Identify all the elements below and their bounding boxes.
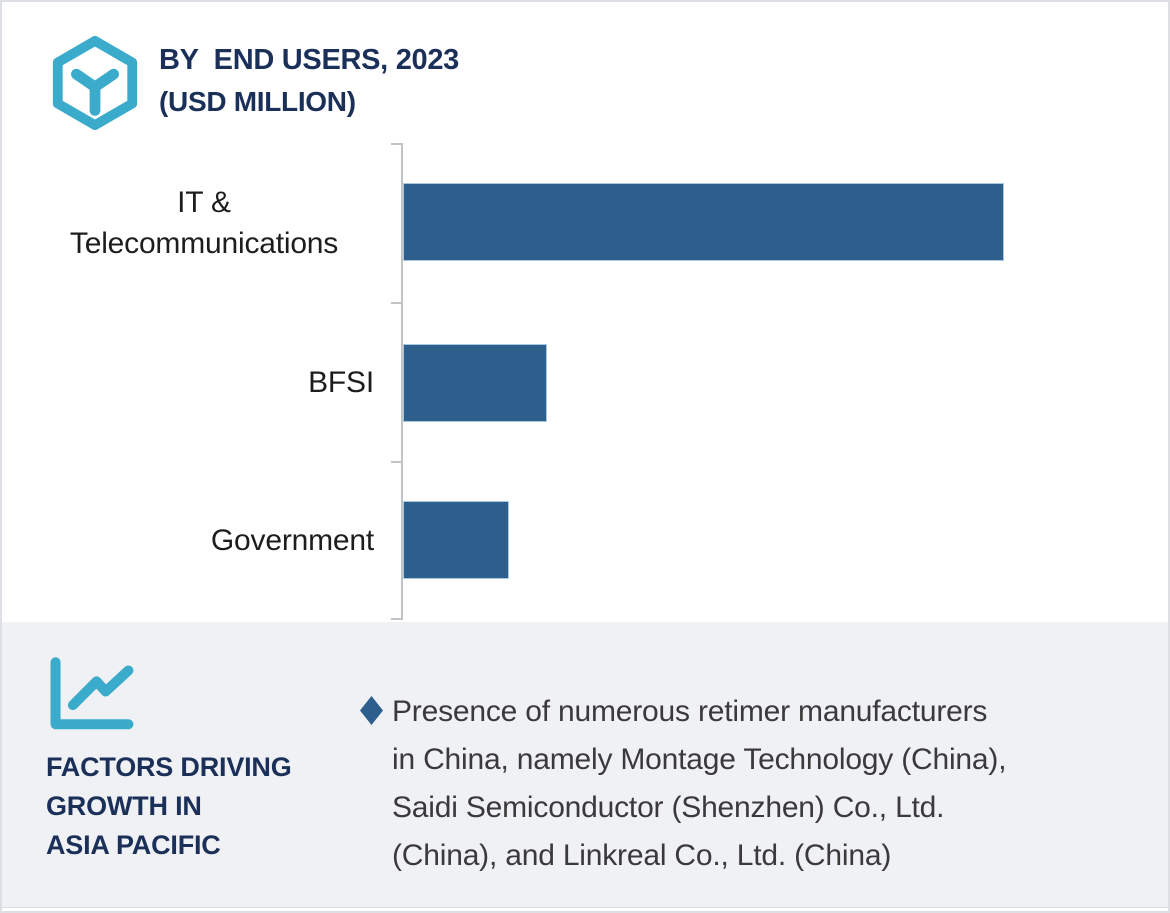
header-title-block: BY END USERS, 2023 (USD MILLION) [159, 40, 459, 122]
y-axis-line [401, 143, 403, 620]
category-label-government: Government [210, 524, 374, 557]
category-label-bfsi: BFSI [308, 366, 374, 399]
bar-government [403, 501, 509, 579]
axis-tick [391, 618, 402, 620]
factors-panel: FACTORS DRIVING GROWTH IN ASIA PACIFIC P… [2, 622, 1168, 908]
category-label-it-telecommunications: IT & Telecommunications [69, 186, 339, 260]
page-title: BY END USERS, 2023 [159, 44, 460, 76]
bar-it-telecommunications [403, 183, 1004, 261]
factors-heading: FACTORS DRIVING GROWTH IN ASIA PACIFIC [46, 752, 292, 860]
diamond-icon [360, 696, 383, 725]
line-chart-icon [50, 657, 134, 730]
page-subtitle: (USD MILLION) [159, 86, 356, 117]
hexagon-cube-icon [52, 36, 138, 130]
axis-tick [391, 302, 402, 304]
bullet-text: Presence of numerous retimer manufacture… [392, 695, 1007, 872]
axis-tick [391, 143, 402, 145]
bar-bfsi [403, 344, 547, 422]
axis-tick [391, 461, 402, 463]
bullet-item: Presence of numerous retimer manufacture… [360, 688, 1112, 880]
